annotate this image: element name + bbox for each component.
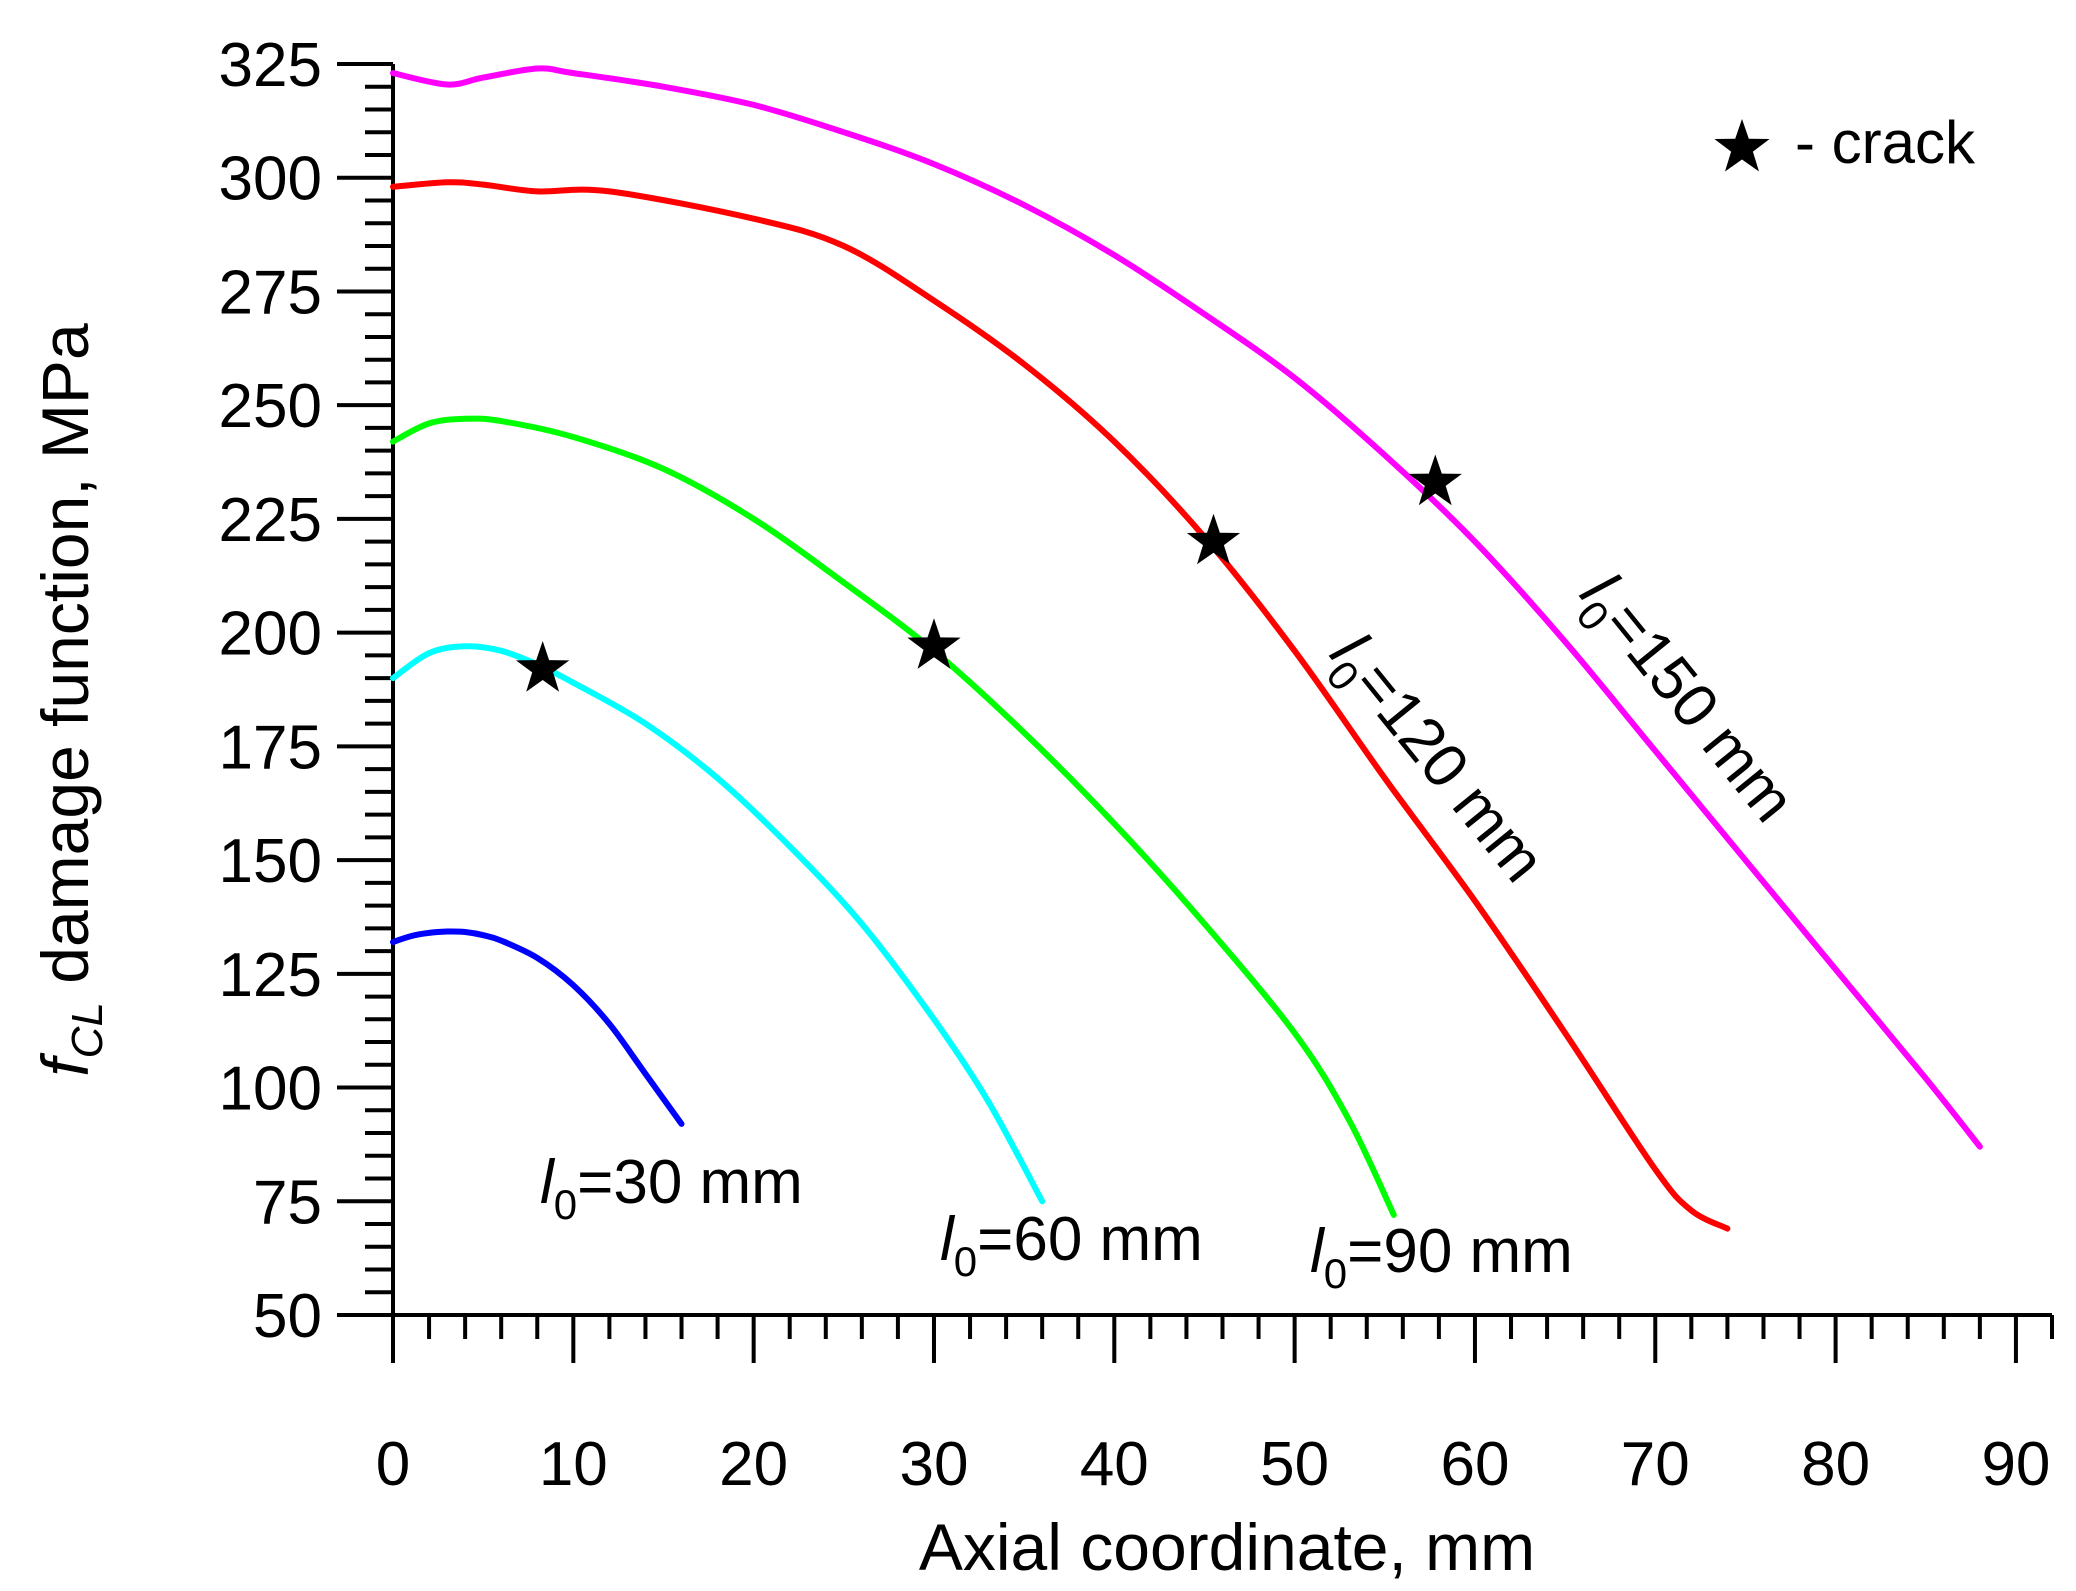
curve-label-subscript: 0	[954, 1238, 977, 1285]
series-group	[390, 65, 1983, 1232]
curve-label-subscript: 0	[1324, 1250, 1347, 1297]
curve-label-symbol: l	[1310, 1217, 1326, 1286]
y-tick-label: 325	[219, 31, 322, 100]
chart-axes: 0 10 20 30 40 50 60 70 80 90 50 75 100 125 150 175 200 22…	[219, 31, 2054, 1499]
legend: - crack	[1714, 109, 1976, 176]
curve-label: l0=30 mm	[540, 1148, 803, 1228]
legend-star-icon	[1714, 119, 1770, 172]
x-tick-label: 50	[1260, 1430, 1329, 1499]
y-tick-label: 100	[219, 1055, 322, 1124]
series-line	[390, 179, 1731, 1232]
x-tick-label: 60	[1440, 1430, 1509, 1499]
y-axis-title-subscript: CL	[63, 1002, 112, 1058]
y-tick-label: 50	[253, 1282, 322, 1351]
y-tick-label: 225	[219, 486, 322, 555]
y-axis-title-text: damage function, MPa	[28, 323, 102, 1002]
curve-label: l0=120 mm	[1309, 620, 1558, 901]
crack-star-icon	[907, 618, 961, 669]
crack-star-icon	[1186, 513, 1241, 565]
y-tick-label: 175	[219, 713, 322, 782]
x-tick-label: 70	[1621, 1430, 1690, 1499]
y-tick-label: 300	[219, 145, 322, 214]
curve-label: l0=150 mm	[1559, 560, 1808, 841]
x-tick-label: 80	[1801, 1430, 1870, 1499]
curve-label-symbol: l	[940, 1205, 956, 1274]
y-tick-label: 275	[219, 258, 322, 327]
y-tick-label: 125	[219, 941, 322, 1010]
x-axis-title: Axial coordinate, mm	[919, 1510, 1535, 1584]
curve-label-text: =60 mm	[977, 1205, 1203, 1274]
x-tick-label: 20	[719, 1430, 788, 1499]
y-tick-label: 150	[219, 827, 322, 896]
y-axis-title: fCL damage function, MPa	[28, 323, 112, 1077]
y-tick-label: 75	[253, 1168, 322, 1237]
x-tick-label: 30	[899, 1430, 968, 1499]
x-tick-label: 40	[1080, 1430, 1149, 1499]
legend-text: - crack	[1795, 109, 1976, 176]
x-tick-label: 10	[539, 1430, 608, 1499]
curve-label-subscript: 0	[554, 1181, 577, 1228]
curve-label: l0=60 mm	[940, 1205, 1203, 1285]
crack-markers	[516, 454, 1462, 692]
curve-label-text: =90 mm	[1347, 1217, 1573, 1286]
curve-label: l0=90 mm	[1310, 1217, 1573, 1297]
curve-label-text: =120 mm	[1340, 649, 1557, 895]
curve-label-symbol: l	[540, 1148, 556, 1217]
series-line	[390, 65, 1983, 1150]
series-line	[390, 643, 1046, 1205]
series-line	[390, 415, 1397, 1218]
x-tick-label: 90	[1981, 1430, 2050, 1499]
crack-star-icon	[516, 641, 570, 692]
y-tick-label: 250	[219, 372, 322, 441]
crack-star-icon	[1408, 454, 1462, 506]
series-line	[390, 928, 685, 1127]
y-tick-label: 200	[219, 600, 322, 669]
x-tick-label: 0	[376, 1430, 410, 1499]
curve-label-text: =30 mm	[577, 1148, 803, 1217]
